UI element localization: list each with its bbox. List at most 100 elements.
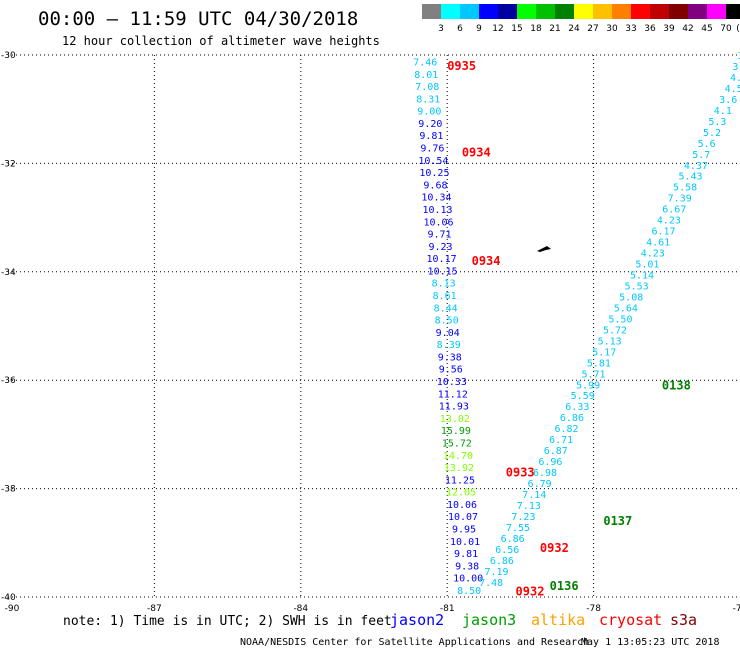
satellite-legend: jason2 jason3 altika cryosat s3a [390, 611, 697, 629]
wave-value-label: 10.25 [419, 168, 449, 179]
wave-value-label: 5.17 [592, 347, 616, 358]
pass-time-label: 0935 [447, 59, 476, 73]
scale-label: 30 [606, 24, 618, 34]
wave-value-label: 11.93 [439, 402, 469, 413]
wave-value-label: 5.81 [587, 358, 611, 369]
scale-label: 33 [625, 24, 636, 34]
wave-value-label: 15.99 [441, 426, 471, 437]
timestamp-text: May 1 13:05:23 UTC 2018 [581, 637, 719, 648]
scale-swatch [574, 4, 593, 19]
wave-value-label: 5.3 [708, 117, 726, 128]
chart-title: 00:00 – 11:59 UTC 04/30/2018 [38, 8, 358, 30]
scale-label: 39 [663, 24, 675, 34]
scale-label: 12 [492, 24, 503, 34]
wave-value-label: 15.72 [442, 438, 472, 449]
wave-value-label: 5.2 [703, 128, 721, 139]
wave-value-label: 5.59 [571, 391, 595, 402]
scale-label: 6 [457, 24, 463, 34]
wave-value-label: 10.13 [422, 205, 452, 216]
wave-value-label: 13.02 [440, 414, 470, 425]
wave-value-label: 4.1 [714, 106, 732, 117]
pass-time-label: 0934 [472, 254, 501, 268]
scale-label: 36 [644, 24, 656, 34]
scale-label: 70 [720, 24, 732, 34]
wave-value-label: 8.50 [457, 586, 481, 597]
wave-value-label: 5.7 [692, 150, 710, 161]
wave-value-label: 6.56 [495, 545, 519, 556]
scale-label: 9 [476, 24, 482, 34]
lon-tick-label: -78 [586, 604, 601, 614]
wave-value-label: 7.19 [484, 567, 508, 578]
wave-value-label: 7.13 [517, 501, 541, 512]
scale-label: 24 [568, 24, 580, 34]
wave-value-label: 4.5 [725, 84, 740, 95]
scale-swatch [517, 4, 536, 19]
wave-value-label: 6.82 [555, 424, 579, 435]
wave-value-label: 9.95 [452, 525, 476, 536]
wave-value-label: 3.39 [738, 51, 740, 62]
wave-value-label: 5.64 [614, 303, 638, 314]
wave-value-label: 6.33 [565, 402, 589, 413]
wave-value-label: 10.15 [428, 266, 458, 277]
satellite-legend-item: jason2 [390, 611, 444, 629]
wave-value-label: 6.67 [662, 205, 686, 216]
wave-value-label: 5.53 [625, 281, 649, 292]
wave-value-label: 5.13 [598, 336, 622, 347]
scale-swatch [536, 4, 555, 19]
wave-value-label: 9.56 [439, 365, 463, 376]
scale-unit: (ft) [736, 24, 740, 34]
wave-value-label: 6.86 [501, 534, 525, 545]
wave-value-label: 10.33 [437, 377, 467, 388]
scale-swatch [612, 4, 631, 19]
wave-value-label: 10.01 [450, 537, 480, 548]
lat-tick-label: -34 [1, 268, 16, 278]
wave-value-label: 7.14 [522, 490, 546, 501]
scale-label: 15 [511, 24, 522, 34]
scale-swatch [479, 4, 498, 19]
wave-height-values: 7.468.017.088.319.009.209.819.7610.5410.… [413, 51, 740, 597]
scale-swatch [593, 4, 612, 19]
pass-time-labels: 0935 0934 0934 0933 0932 0932 0138 0137 0136 [447, 59, 691, 599]
pass-time-label: 0932 [516, 585, 545, 599]
wave-value-label: 9.81 [419, 131, 443, 142]
wave-value-label: 5.58 [673, 183, 697, 194]
wave-value-label: 9.04 [436, 328, 460, 339]
scale-swatch [422, 4, 441, 19]
wave-value-label: 10.54 [418, 156, 448, 167]
wave-value-label: 8.01 [414, 70, 438, 81]
wave-value-label: 9.20 [418, 119, 442, 130]
wave-value-label: 10.07 [448, 512, 478, 523]
wave-value-label: 8.44 [434, 303, 458, 314]
wave-value-label: 9.23 [429, 242, 453, 253]
wave-value-label: 6.71 [549, 435, 573, 446]
wave-value-label: 5.72 [603, 325, 627, 336]
wave-value-label: 4.23 [641, 249, 665, 260]
lat-tick-label: -38 [1, 485, 16, 495]
wave-value-label: 4.5 [730, 73, 740, 84]
wave-value-label: 4.61 [646, 238, 670, 249]
wave-value-label: 6.86 [490, 556, 514, 567]
lat-tick-label: -40 [1, 593, 16, 603]
scale-swatch [460, 4, 479, 19]
satellite-legend-item: cryosat [599, 611, 662, 629]
scale-swatch [688, 4, 707, 19]
lat-tick-label: -36 [1, 376, 16, 386]
pass-time-label: 0934 [462, 146, 491, 160]
axis-tick-labels: -30 -32 -34 -36 -38 -40-90 -87 -84 -81 -78 -75 [1, 51, 740, 614]
scale-swatch [555, 4, 574, 19]
wave-value-label: 9.38 [438, 352, 462, 363]
wave-value-label: 7.48 [479, 578, 503, 589]
scale-swatch [707, 4, 726, 19]
wave-value-label: 9.38 [455, 561, 479, 572]
wave-value-label: 7.08 [415, 82, 439, 93]
wave-value-label: 10.34 [421, 193, 451, 204]
wave-value-label: 8.31 [416, 94, 440, 105]
scale-swatch [650, 4, 669, 19]
satellite-legend-item: jason3 [462, 611, 516, 629]
wave-value-label: 8.50 [435, 316, 459, 327]
wave-value-label: 5.6 [698, 139, 716, 150]
wave-value-label: 9.00 [417, 107, 441, 118]
wave-value-label: 5.71 [581, 369, 605, 380]
